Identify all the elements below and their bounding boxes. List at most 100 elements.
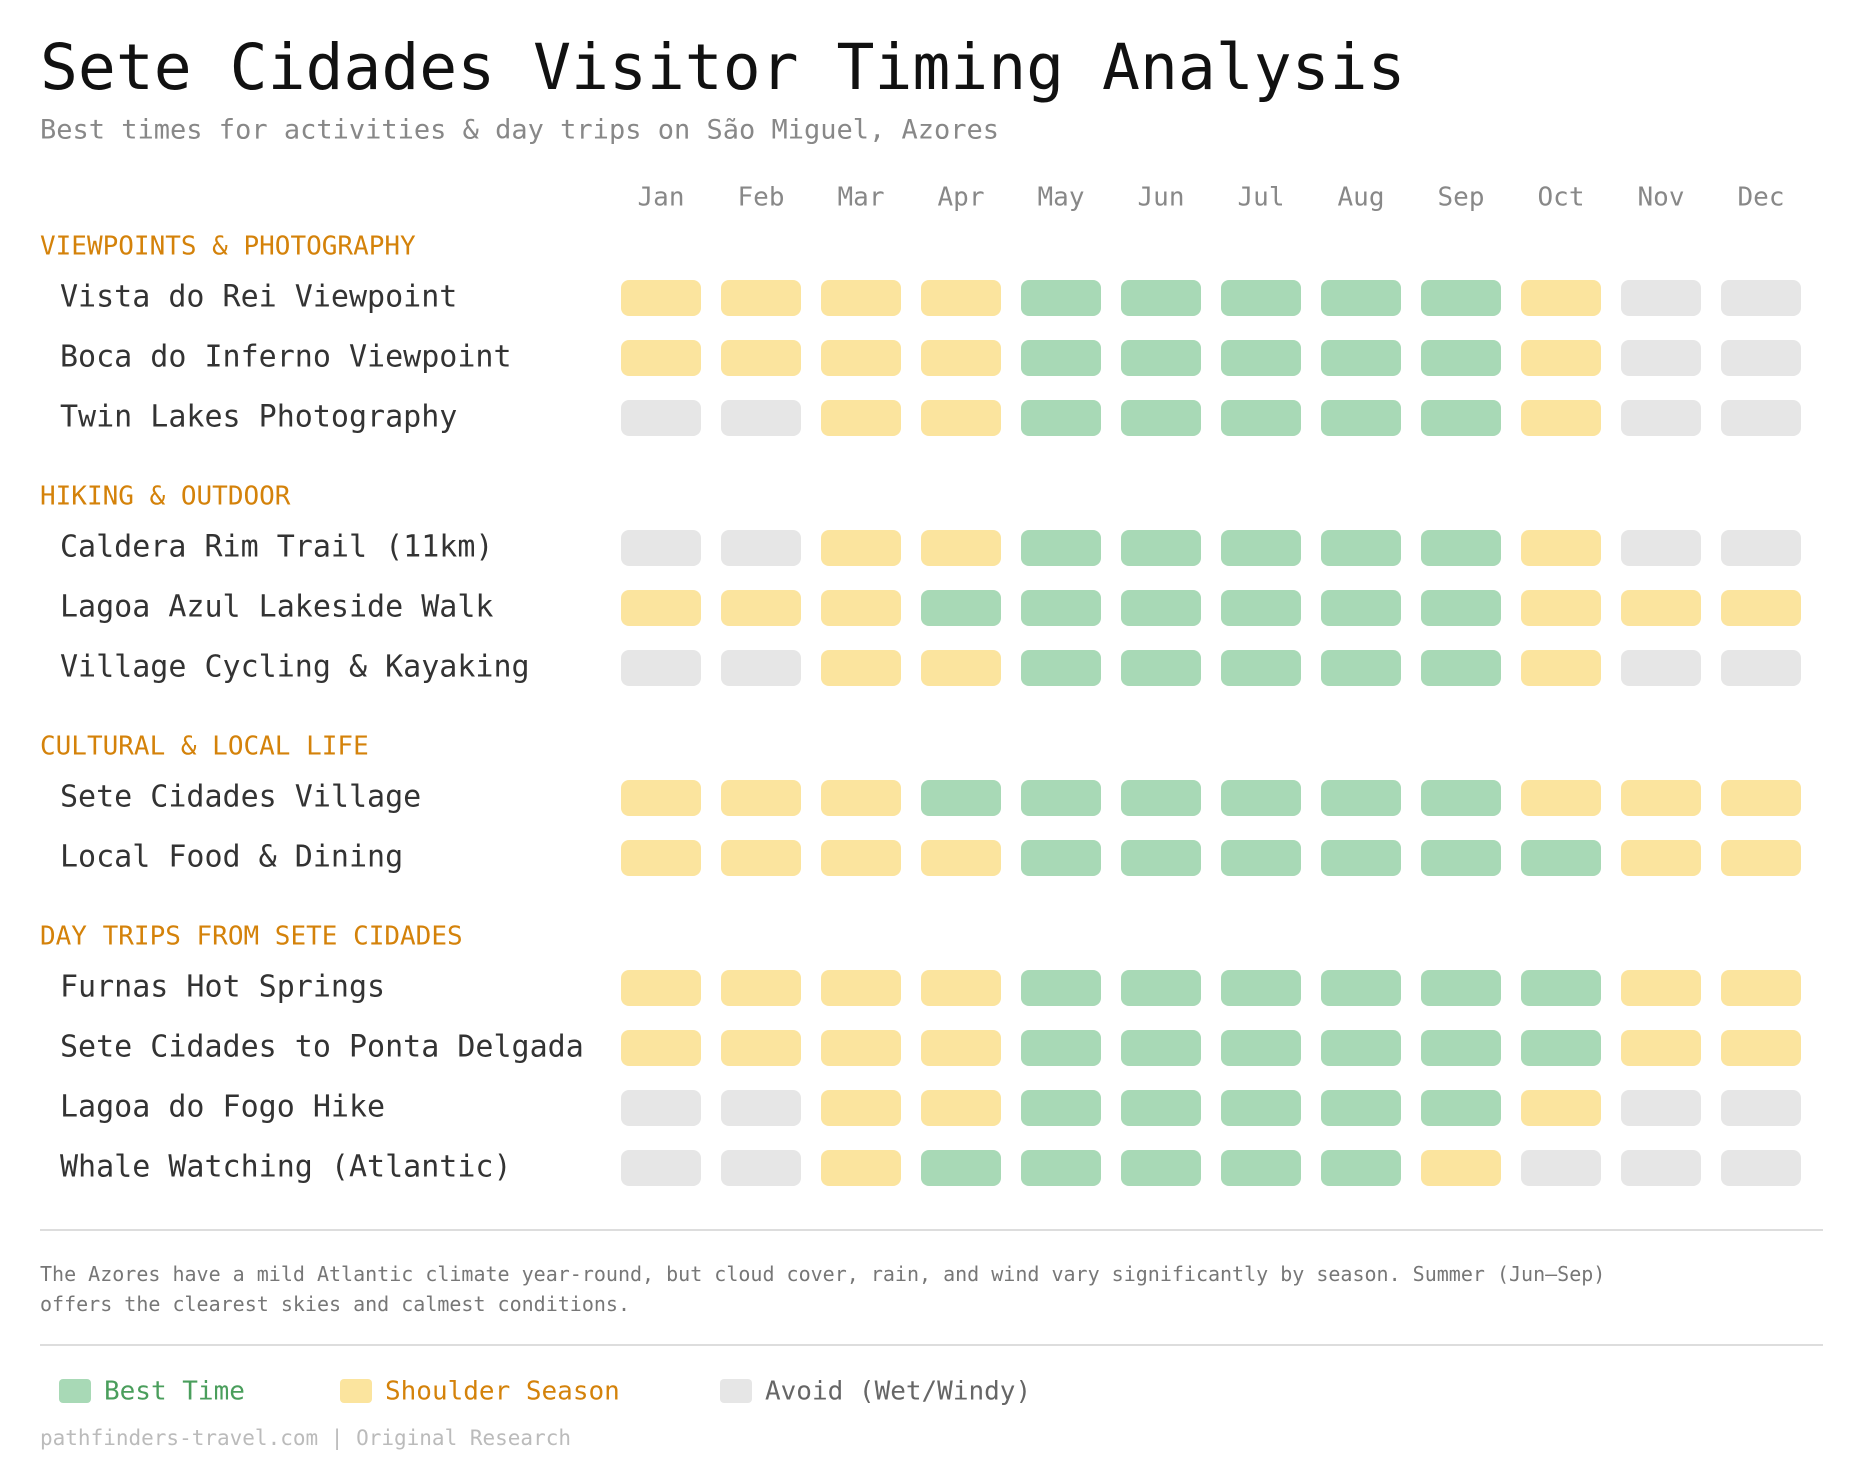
- cell: [1121, 530, 1201, 566]
- cell: [1521, 1090, 1601, 1126]
- cell: [721, 780, 801, 816]
- cell: [1621, 280, 1701, 316]
- cell: [1721, 340, 1801, 376]
- cell: [1421, 530, 1501, 566]
- cell: [1121, 650, 1201, 686]
- cell: [921, 340, 1001, 376]
- cell: [821, 590, 901, 626]
- month-label: Jul: [1238, 183, 1285, 213]
- month-label: Feb: [738, 183, 785, 213]
- cell: [1321, 1090, 1401, 1126]
- legend-swatch: [340, 1379, 372, 1403]
- cell: [1021, 970, 1101, 1006]
- cell: [1621, 970, 1701, 1006]
- cell: [1421, 590, 1501, 626]
- month-label: Nov: [1638, 183, 1685, 213]
- cell: [921, 650, 1001, 686]
- cell: [1021, 1090, 1101, 1126]
- row-label: Caldera Rim Trail (11km): [60, 530, 493, 565]
- cell: [1221, 280, 1301, 316]
- cell: [1121, 1090, 1201, 1126]
- cell: [721, 1030, 801, 1066]
- cell: [1021, 400, 1101, 436]
- cell: [1621, 530, 1701, 566]
- row-label: Vista do Rei Viewpoint: [60, 280, 457, 315]
- cell: [1121, 840, 1201, 876]
- cell: [921, 780, 1001, 816]
- cell: [1321, 530, 1401, 566]
- cell: [1221, 400, 1301, 436]
- note: The Azores have a mild Atlantic climate …: [40, 1262, 1606, 1316]
- row-label: Sete Cidades to Ponta Delgada: [60, 1030, 584, 1065]
- row-label: Furnas Hot Springs: [60, 970, 385, 1005]
- cell: [1121, 970, 1201, 1006]
- cell: [1621, 1030, 1701, 1066]
- cell: [1321, 970, 1401, 1006]
- legend-label: Avoid (Wet/Windy): [765, 1377, 1031, 1407]
- cell: [1221, 650, 1301, 686]
- cell: [621, 280, 701, 316]
- month-label: Dec: [1738, 183, 1785, 213]
- cell: [1721, 650, 1801, 686]
- cell: [1221, 840, 1301, 876]
- cell: [721, 970, 801, 1006]
- legend-swatch: [59, 1379, 91, 1403]
- cell: [621, 1030, 701, 1066]
- cell: [821, 1090, 901, 1126]
- cell: [721, 340, 801, 376]
- month-label: Oct: [1538, 183, 1585, 213]
- cell: [1421, 400, 1501, 436]
- cell: [1621, 780, 1701, 816]
- row-label: Whale Watching (Atlantic): [60, 1150, 512, 1185]
- cell: [721, 590, 801, 626]
- cell: [1421, 340, 1501, 376]
- cell: [1721, 840, 1801, 876]
- cell: [1021, 530, 1101, 566]
- cell: [1421, 650, 1501, 686]
- cell: [1621, 1090, 1701, 1126]
- subtitle: Best times for activities & day trips on…: [40, 115, 999, 146]
- cell: [1521, 590, 1601, 626]
- cell: [721, 650, 801, 686]
- cell: [1621, 650, 1701, 686]
- row-label: Lagoa do Fogo Hike: [60, 1090, 385, 1125]
- cell: [721, 1090, 801, 1126]
- cell: [921, 1090, 1001, 1126]
- cell: [1721, 280, 1801, 316]
- group-header: HIKING & OUTDOOR: [40, 482, 291, 512]
- month-label: Jun: [1138, 183, 1185, 213]
- cell: [1021, 650, 1101, 686]
- cell: [1221, 1030, 1301, 1066]
- cell: [821, 400, 901, 436]
- cell: [1321, 780, 1401, 816]
- cell: [1721, 970, 1801, 1006]
- source: pathfinders-travel.com | Original Resear…: [40, 1426, 571, 1451]
- cell: [1421, 970, 1501, 1006]
- cell: [1521, 1150, 1601, 1186]
- cell: [1021, 590, 1101, 626]
- cell: [821, 780, 901, 816]
- cell: [1621, 1150, 1701, 1186]
- cell: [921, 400, 1001, 436]
- cell: [621, 400, 701, 436]
- cell: [1321, 840, 1401, 876]
- cell: [1121, 340, 1201, 376]
- cell: [1721, 590, 1801, 626]
- cell: [1321, 1150, 1401, 1186]
- legend-label: Shoulder Season: [385, 1377, 620, 1407]
- cell: [1021, 1150, 1101, 1186]
- cell: [821, 650, 901, 686]
- cell: [821, 970, 901, 1006]
- cell: [821, 1150, 901, 1186]
- cell: [621, 780, 701, 816]
- cell: [1021, 1030, 1101, 1066]
- cell: [721, 530, 801, 566]
- row-label: Village Cycling & Kayaking: [60, 650, 530, 685]
- cell: [1521, 340, 1601, 376]
- cell: [1321, 280, 1401, 316]
- row-label: Boca do Inferno Viewpoint: [60, 340, 512, 375]
- cell: [1621, 340, 1701, 376]
- cell: [821, 340, 901, 376]
